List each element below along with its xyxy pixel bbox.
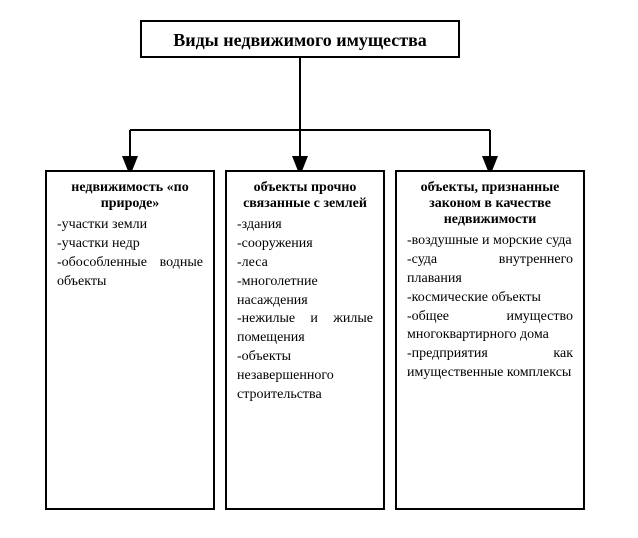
child-0-item-2: -обособленные водные объекты bbox=[57, 254, 203, 292]
child-1-item-3: -многолетние насаждения bbox=[237, 273, 373, 311]
child-node-0: недвижимость «по природе»-участки земли-… bbox=[45, 170, 215, 510]
child-1-item-1: -сооружения bbox=[237, 235, 373, 254]
child-title-1: объекты прочно связанные с землей bbox=[237, 180, 373, 212]
root-node: Виды недвижимого имущества bbox=[140, 20, 460, 58]
child-2-item-0: -воздушные и морские суда bbox=[407, 232, 573, 251]
child-0-item-1: -участки недр bbox=[57, 235, 203, 254]
child-2-item-2: -космические объекты bbox=[407, 289, 573, 308]
child-items-1: -здания-сооружения-леса-многолетние наса… bbox=[237, 216, 373, 405]
child-1-item-0: -здания bbox=[237, 216, 373, 235]
child-node-1: объекты прочно связанные с землей -здания… bbox=[225, 170, 385, 510]
child-1-item-4: -нежилые и жилые помещения bbox=[237, 310, 373, 348]
child-1-item-2: -леса bbox=[237, 254, 373, 273]
child-2-item-4: -предприятия как имущественные комплексы bbox=[407, 345, 573, 383]
child-items-0: -участки земли-участки недр-обособленные… bbox=[57, 216, 203, 292]
child-0-item-0: -участки земли bbox=[57, 216, 203, 235]
child-node-2: объекты, признанные законом в качестве н… bbox=[395, 170, 585, 510]
child-2-item-3: -общее имущество многоквартирного дома bbox=[407, 308, 573, 346]
child-title-2: объекты, признанные законом в качестве н… bbox=[407, 180, 573, 228]
root-title: Виды недвижимого имущества bbox=[173, 30, 427, 50]
child-2-item-1: -суда внутреннего плавания bbox=[407, 251, 573, 289]
child-items-2: -воздушные и морские суда-суда внутренне… bbox=[407, 232, 573, 383]
child-title-0: недвижимость «по природе» bbox=[57, 180, 203, 212]
child-1-item-5: -объекты незавершенного строительства bbox=[237, 348, 373, 405]
